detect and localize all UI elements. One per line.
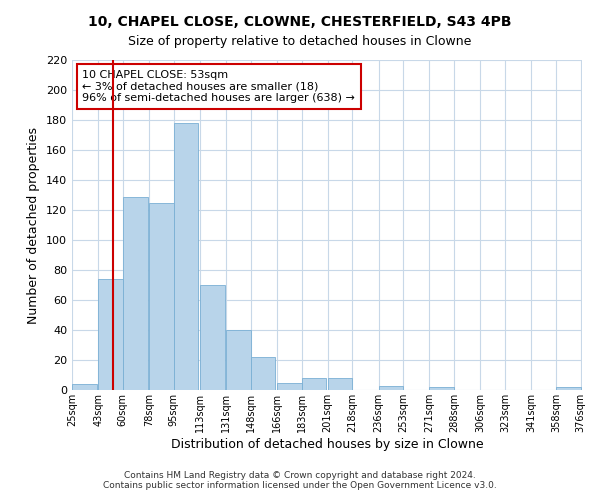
Text: Size of property relative to detached houses in Clowne: Size of property relative to detached ho… <box>128 35 472 48</box>
Bar <box>328 378 352 390</box>
Bar <box>302 378 326 390</box>
Bar <box>149 202 174 390</box>
Bar <box>379 386 403 390</box>
Bar <box>72 384 97 390</box>
Bar <box>251 357 275 390</box>
Bar <box>174 123 199 390</box>
Text: Contains HM Land Registry data © Crown copyright and database right 2024.
Contai: Contains HM Land Registry data © Crown c… <box>103 470 497 490</box>
Bar <box>123 196 148 390</box>
Bar <box>430 387 454 390</box>
Bar <box>556 387 581 390</box>
Text: 10 CHAPEL CLOSE: 53sqm
← 3% of detached houses are smaller (18)
96% of semi-deta: 10 CHAPEL CLOSE: 53sqm ← 3% of detached … <box>82 70 355 103</box>
Bar <box>200 285 224 390</box>
Bar <box>98 279 123 390</box>
Bar <box>226 330 251 390</box>
Y-axis label: Number of detached properties: Number of detached properties <box>28 126 40 324</box>
Text: 10, CHAPEL CLOSE, CLOWNE, CHESTERFIELD, S43 4PB: 10, CHAPEL CLOSE, CLOWNE, CHESTERFIELD, … <box>88 15 512 29</box>
X-axis label: Distribution of detached houses by size in Clowne: Distribution of detached houses by size … <box>170 438 484 450</box>
Bar <box>277 382 302 390</box>
